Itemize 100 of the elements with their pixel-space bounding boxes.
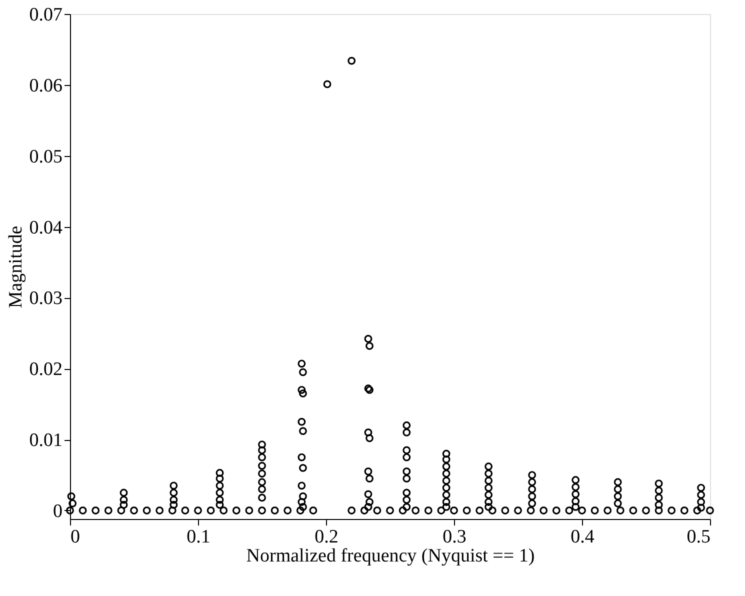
point	[216, 500, 224, 509]
point	[514, 506, 522, 514]
point	[484, 498, 493, 506]
point	[402, 446, 411, 454]
point	[578, 506, 586, 514]
x-tick-label: 0	[70, 526, 80, 548]
point	[258, 462, 266, 470]
point	[528, 499, 536, 508]
point	[298, 453, 306, 462]
point	[66, 506, 74, 514]
point	[299, 368, 307, 376]
point	[298, 386, 306, 394]
point	[442, 476, 450, 485]
point	[299, 502, 307, 511]
point	[258, 440, 266, 448]
x-tick-label: 0.2	[314, 526, 338, 548]
point	[348, 56, 356, 65]
x-tick-label: 0.3	[442, 526, 466, 548]
point	[67, 492, 76, 500]
point	[402, 496, 411, 504]
point	[258, 478, 266, 486]
point	[170, 500, 178, 509]
point	[364, 334, 372, 343]
point	[216, 474, 224, 483]
point	[364, 490, 372, 498]
point	[364, 428, 372, 436]
y-tick-label: 0.03	[29, 288, 62, 310]
y-axis-title: Magnitude	[5, 226, 26, 308]
point	[697, 484, 705, 492]
point	[526, 506, 535, 514]
point	[364, 468, 372, 476]
point	[654, 486, 663, 495]
point	[484, 470, 493, 478]
point	[130, 506, 138, 514]
point	[373, 506, 382, 514]
point	[194, 506, 202, 514]
y-tick-label: 0.01	[29, 430, 62, 452]
point	[402, 488, 411, 497]
point	[565, 506, 574, 514]
point	[442, 484, 450, 492]
point	[528, 492, 536, 500]
point	[552, 506, 560, 514]
point	[654, 494, 663, 502]
point	[142, 506, 151, 514]
point	[232, 506, 240, 514]
x-tick-label: 0.5	[686, 526, 710, 548]
point	[402, 474, 411, 483]
point	[484, 502, 493, 511]
point	[442, 450, 450, 458]
point	[270, 506, 279, 514]
point	[360, 506, 368, 514]
x-tick-label: 0.4	[570, 526, 595, 548]
point	[181, 506, 190, 514]
point	[68, 499, 77, 508]
point	[78, 506, 87, 514]
point	[92, 506, 100, 514]
point	[402, 468, 411, 476]
point	[572, 476, 580, 484]
point	[488, 506, 496, 514]
point	[216, 496, 224, 504]
point	[402, 428, 411, 436]
point	[476, 506, 484, 514]
point	[528, 485, 536, 494]
point	[572, 502, 580, 511]
point	[258, 470, 266, 478]
x-tick-label: 0.1	[186, 526, 210, 548]
point	[412, 506, 420, 514]
point	[572, 497, 580, 506]
point	[258, 494, 266, 502]
point	[366, 498, 374, 506]
point	[668, 506, 676, 514]
point	[258, 506, 266, 514]
point	[298, 360, 306, 368]
point	[693, 506, 702, 514]
y-tick-label: 0	[53, 500, 62, 522]
point	[654, 500, 663, 509]
point	[398, 506, 407, 514]
point	[442, 498, 450, 506]
point	[654, 480, 663, 488]
point	[616, 506, 624, 514]
point	[442, 490, 450, 499]
point	[168, 506, 176, 514]
y-tick-label: 0.04	[29, 217, 63, 238]
point	[402, 453, 411, 462]
point	[442, 470, 450, 478]
point	[654, 506, 663, 514]
y-tick-label: 0.05	[29, 146, 62, 168]
point	[220, 506, 228, 514]
point	[442, 502, 450, 511]
point	[424, 506, 432, 514]
point	[450, 506, 458, 514]
point	[629, 506, 638, 514]
point	[706, 506, 714, 514]
point	[402, 502, 411, 511]
point	[697, 498, 705, 506]
point	[206, 506, 215, 514]
point	[366, 342, 374, 350]
y-tick-label: 0.07	[29, 4, 62, 26]
point	[216, 488, 224, 497]
point	[442, 462, 450, 470]
